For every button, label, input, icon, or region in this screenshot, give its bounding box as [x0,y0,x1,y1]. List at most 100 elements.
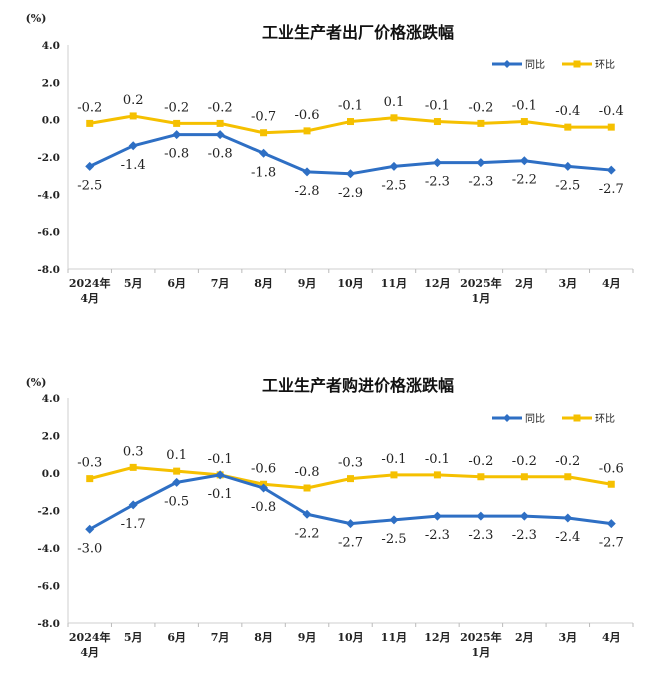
chart-2-yoy-point [606,519,616,529]
chart-2-mom-data-label: -0.3 [77,456,102,471]
chart-1-x-tick-label: 2月 [515,277,534,290]
chart-1-mom-point [390,114,398,122]
chart-2-y-tick-label: -6.0 [37,581,60,593]
chart-1-mom-data-label: -0.4 [599,104,624,119]
chart-2-title: 工业生产者购进价格涨跌幅 [262,376,454,395]
chart-2-mom-data-label: -0.6 [251,461,276,476]
chart-2-x-tick-label: 2025年 [460,630,502,644]
chart-1-x-tick-label: 10月 [337,277,363,290]
chart-2-yoy-point [563,513,573,523]
chart-1-y-tick-label: 4.0 [42,40,60,52]
chart-2-x-tick-label: 6月 [167,631,186,644]
chart-2-mom-data-label: -0.1 [425,452,450,467]
chart-1-mom-point [129,112,137,120]
chart-1-x-tick-label: 6月 [167,277,186,290]
chart-1-mom-data-label: 0.1 [384,95,405,110]
chart-1-x-tick-label: 9月 [298,277,317,290]
chart-1-yoy-data-label: -2.9 [338,186,363,201]
chart-2-x-tick-label: 3月 [558,631,577,644]
chart-1-mom-data-label: -0.1 [338,99,363,114]
chart-2-mom-point [607,480,615,488]
chart-2-yoy-point [519,511,529,521]
chart-1-yoy-data-label: -2.3 [425,175,450,190]
chart-1-mom-point [303,127,311,135]
chart-1-yoy-point [259,148,269,158]
chart-2-y-tick-label: -2.0 [37,506,60,518]
chart-1-yoy-point [128,141,138,151]
chart-2-yoy-point [259,483,269,493]
chart-2-mom-data-label: 0.3 [123,444,144,459]
chart-2-x-tick-label: 11月 [381,631,407,644]
chart-2-mom-point [129,463,137,471]
chart-2-yoy-point [128,500,138,510]
chart-2-mom-point [86,475,94,483]
chart-1-legend-yoy-label: 同比 [525,59,545,71]
chart-1-x-tick-label: 4月 [80,292,99,305]
chart-2-yoy-data-label: -1.7 [121,517,146,532]
chart-2-y-tick-label: 4.0 [42,393,60,405]
chart-1-x-tick-label: 8月 [254,277,273,290]
chart-1-x-tick-label: 3月 [558,277,577,290]
chart-1-x-tick-label: 5月 [124,277,143,290]
chart-1-x-tick-label: 12月 [424,277,450,290]
chart-2-yoy-data-label: -2.4 [555,530,580,545]
chart-2-yoy-data-label: -0.8 [251,500,276,515]
chart-1-y-tick-label: 2.0 [42,77,60,89]
chart-1-yoy-data-label: -1.4 [121,158,146,173]
chart-2-yoy-data-label: -2.2 [294,526,319,541]
chart-1-mom-point [173,119,181,127]
chart-1-y-tick-label: -4.0 [37,189,60,201]
chart-2-yoy-point [172,477,182,487]
chart-1-mom-data-label: -0.1 [425,99,450,114]
chart-2-y-tick-label: 0.0 [42,468,60,480]
chart-1-yoy-data-label: -1.8 [251,165,276,180]
chart-1-mom-data-label: -0.2 [468,100,493,115]
chart-1-yoy-point [85,161,95,171]
chart-2-legend-yoy-label: 同比 [525,413,545,425]
chart-1-y-tick-label: -8.0 [37,264,60,276]
chart-1-yoy-data-label: -2.3 [468,175,493,190]
chart-2-yoy-point [215,470,225,480]
chart-2-yoy-data-label: -0.5 [164,494,189,509]
chart-1-yoy-point [606,165,616,175]
chart-2-mom-data-label: -0.1 [208,452,233,467]
chart-1-yoy-point [389,161,399,171]
chart-2-mom-data-label: -0.8 [294,465,319,480]
chart-1-yoy-data-label: -2.5 [77,178,102,193]
chart-2-mom-point [520,473,528,481]
chart-2-x-tick-label: 12月 [424,631,450,644]
chart-1-yoy-data-label: -2.5 [381,178,406,193]
chart-1-mom-point [86,119,94,127]
chart-1-y-tick-label: -2.0 [37,152,60,164]
chart-1-yoy-point [432,158,442,168]
chart-2-x-tick-label: 4月 [602,631,621,644]
chart-2-yoy-data-label: -2.3 [468,528,493,543]
chart-1-title: 工业生产者出厂价格涨跌幅 [262,23,454,42]
chart-2-mom-data-label: 0.1 [166,448,187,463]
chart-1-yoy-point [302,167,312,177]
chart-2-mom-point [564,473,572,481]
chart-2-yoy-point [85,524,95,534]
chart-1-x-tick-label: 1月 [472,292,491,305]
chart-2-yoy-data-label: -2.7 [599,536,624,551]
chart-2-x-tick-label: 4月 [80,646,99,659]
chart-1-yoy-point [476,158,486,168]
chart-2-x-tick-label: 1月 [472,646,491,659]
chart-1-yoy-data-label: -0.8 [208,147,233,162]
chart-2-mom-data-label: -0.2 [512,454,537,469]
chart-2-mom-point [477,473,485,481]
chart-2-y-tick-label: 2.0 [42,431,60,443]
chart-1-legend-mom-label: 环比 [595,59,615,71]
chart-2-mom-data-label: -0.2 [555,454,580,469]
chart-1-mom-point [260,129,268,137]
chart-1-mom-data-label: -0.4 [555,104,580,119]
chart-1-mom-point [564,123,572,131]
chart-1-yoy-data-label: -2.7 [599,182,624,197]
chart-1-x-tick-label: 7月 [211,277,230,290]
chart-2-mom-data-label: -0.3 [338,456,363,471]
chart-2-yoy-point [302,509,312,519]
chart-1-legend-mom-marker [573,60,581,68]
chart-2-mom-data-label: -0.1 [381,452,406,467]
chart-2-mom-point [347,475,354,483]
chart-2-mom-data-label: -0.6 [599,461,624,476]
